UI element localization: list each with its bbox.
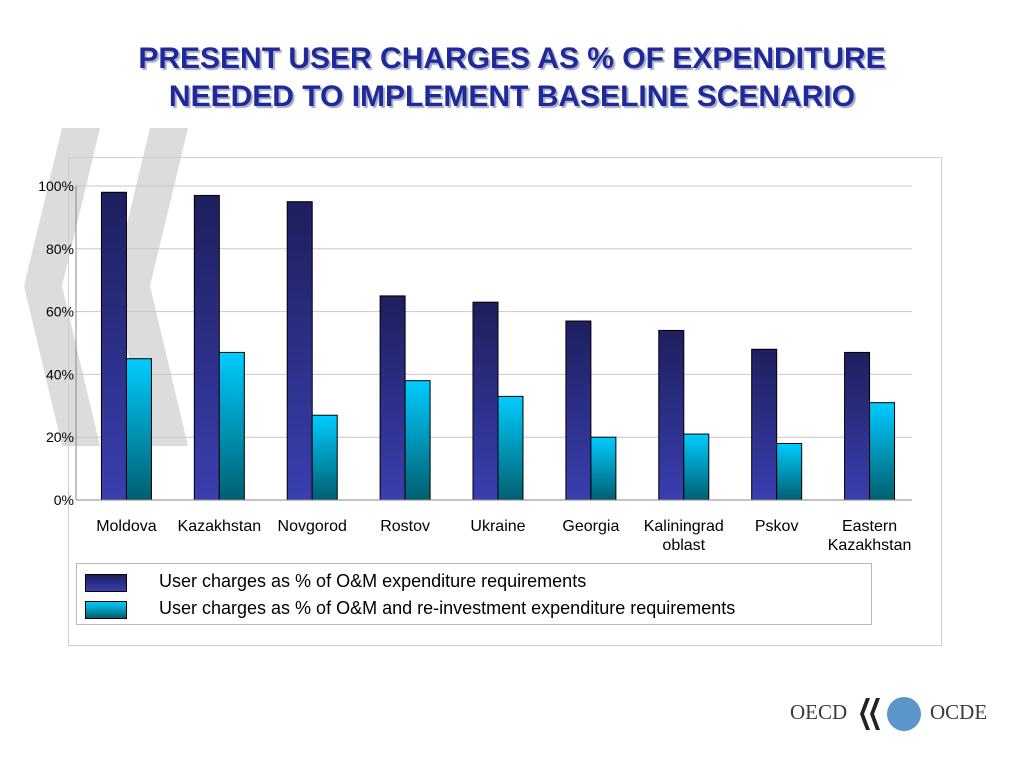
- title-line-2: NEEDED TO IMPLEMENT BASELINE SCENARIO: [168, 80, 856, 113]
- chart-frame: [68, 157, 942, 646]
- oecd-logo: OECD OCDE: [790, 694, 1000, 734]
- y-tick-label: 100%: [38, 178, 74, 194]
- logo-circle-icon: [887, 697, 921, 731]
- oecd-chevron-watermark-icon: [24, 128, 188, 446]
- x-tick-label: Georgia: [562, 518, 619, 535]
- y-tick-label: 40%: [46, 366, 74, 382]
- y-tick-label: 0%: [54, 492, 74, 508]
- y-tick-label: 20%: [46, 429, 74, 445]
- bar-series-1-rostov: [379, 295, 406, 501]
- x-tick-label: Rostov: [380, 518, 430, 535]
- y-tick-label: 60%: [46, 304, 74, 320]
- title-line-1: PRESENT USER CHARGES AS % OF EXPENDITURE: [138, 42, 886, 75]
- bar-series-2-pskov: [776, 442, 803, 501]
- x-tick-label: Novgorod: [278, 518, 347, 535]
- bar-series-1-novgorod: [286, 201, 313, 501]
- legend-swatch-series-2: [85, 601, 127, 619]
- bar-series-2-eastern-kazakhstan: [869, 402, 896, 501]
- bar-series-2-kazakhstan: [218, 351, 245, 501]
- x-tick-label: Pskov: [755, 518, 799, 535]
- x-tick-label: Eastern Kazakhstan: [828, 518, 912, 554]
- bar-series-1-moldova: [100, 191, 127, 501]
- bar-series-1-pskov: [751, 348, 778, 501]
- bar-series-1-kazakhstan: [193, 194, 220, 501]
- bar-series-1-kaliningrad-oblast: [658, 329, 685, 501]
- legend: User charges as % of O&M expenditure req…: [76, 563, 872, 625]
- bar-series-2-georgia: [590, 436, 617, 501]
- bar-series-2-ukraine: [497, 395, 524, 501]
- x-tick-label: Kaliningrad oblast: [644, 518, 724, 554]
- legend-swatch-series-1: [85, 574, 127, 592]
- y-tick-label: 80%: [46, 241, 74, 257]
- logo-text-ocde: OCDE: [930, 700, 988, 724]
- bar-series-2-kaliningrad-oblast: [683, 433, 710, 501]
- bar-series-1-eastern-kazakhstan: [844, 351, 871, 501]
- page-title: PRESENT USER CHARGES AS % OF EXPENDITURE…: [0, 40, 1024, 116]
- logo-text-oecd: OECD: [790, 700, 848, 724]
- bar-series-2-novgorod: [311, 414, 338, 501]
- bar-series-2-rostov: [404, 380, 431, 501]
- bar-series-2-moldova: [125, 358, 152, 501]
- x-tick-label: Kazakhstan: [178, 518, 262, 535]
- x-tick-label: Ukraine: [470, 518, 525, 535]
- legend-label-series-1: User charges as % of O&M expenditure req…: [159, 571, 587, 591]
- x-tick-label: Moldova: [96, 518, 157, 535]
- legend-label-series-2: User charges as % of O&M and re-investme…: [159, 598, 736, 618]
- bar-series-1-georgia: [565, 320, 592, 501]
- logo-chevron-icon: [860, 698, 880, 730]
- bar-chart: 0% 20% 40% 60% 80% 100% Moldova Kazakhstan Novgo…: [38, 178, 912, 554]
- bar-series-1-ukraine: [472, 301, 499, 501]
